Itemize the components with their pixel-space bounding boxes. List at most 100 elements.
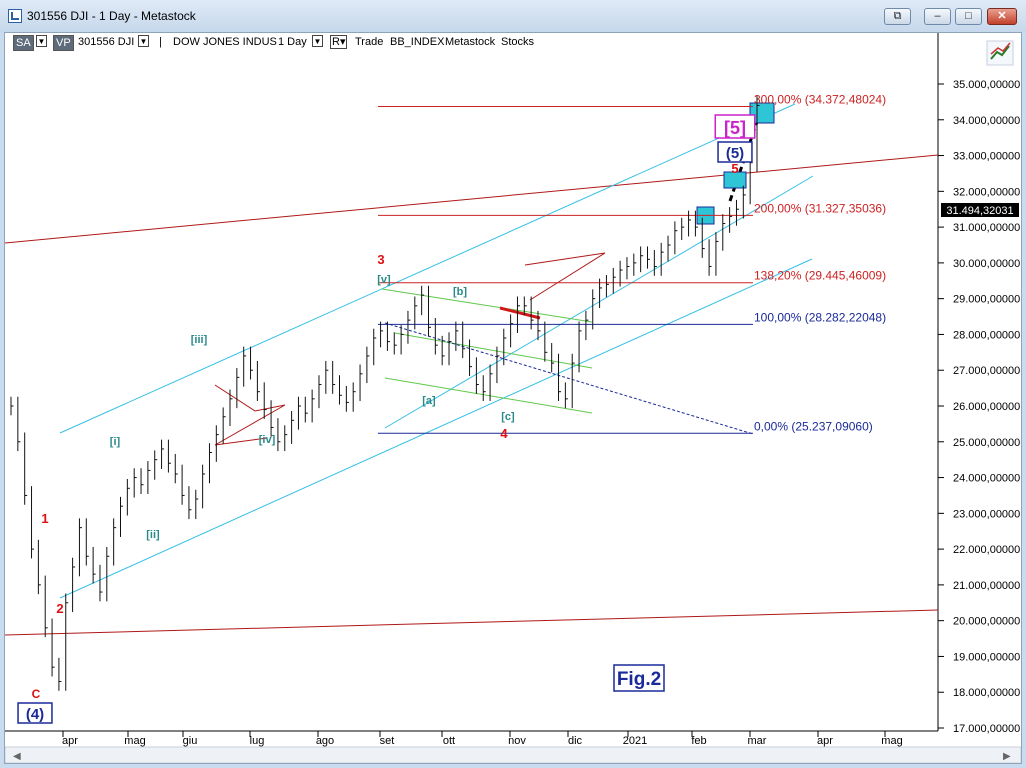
price-bars xyxy=(10,96,760,691)
title-bar: 301556 DJI - 1 Day - Metastock ⧉ – □ ✕ xyxy=(0,0,1026,32)
time-tick-label: mag xyxy=(124,735,145,747)
target-box-3 xyxy=(749,102,775,124)
price-tick-label: 27.000,00000 xyxy=(953,365,1020,377)
wave-label-box xyxy=(17,702,53,724)
vp-button[interactable]: VP xyxy=(53,35,74,51)
current-price-tag: 31.494,32031 xyxy=(941,203,1019,217)
time-tick-label: 2021 xyxy=(623,735,647,747)
time-tick-label: dic xyxy=(568,735,583,747)
time-tick-label: mar xyxy=(748,735,767,747)
price-tick-label: 30.000,00000 xyxy=(953,258,1020,270)
category-label: Stocks xyxy=(501,36,535,48)
price-tick-label: 21.000,00000 xyxy=(953,580,1020,592)
time-tick-label: set xyxy=(380,735,395,747)
wave-label: 4 xyxy=(500,426,508,441)
wave-label: [c] xyxy=(501,411,515,423)
sa-button[interactable]: SA xyxy=(13,35,34,51)
price-tick-label: 18.000,00000 xyxy=(953,687,1020,699)
source-label: Metastock xyxy=(445,36,496,48)
fib-label: 138,20% (29.445,46009) xyxy=(754,269,886,283)
chart-window: SA ▼ VP 301556 DJI ▼ | DOW JONES INDUS 1… xyxy=(4,32,1022,764)
price-tick-label: 34.000,00000 xyxy=(953,115,1020,127)
price-tick-label: 26.000,00000 xyxy=(953,401,1020,413)
trade-button[interactable]: Trade xyxy=(355,36,384,48)
cyan-channel-lower xyxy=(59,258,813,599)
price-tick-label: 24.000,00000 xyxy=(953,473,1020,485)
separator-icon: | xyxy=(159,36,162,48)
fib-label: 300,00% (34.372,48024) xyxy=(754,92,886,106)
wave-label-box xyxy=(714,114,756,139)
symbol-dropdown-icon[interactable]: ▼ xyxy=(138,35,149,47)
price-tick-label: 22.000,00000 xyxy=(953,544,1020,556)
r-dropdown[interactable]: R▾ xyxy=(330,35,348,49)
triangle-b xyxy=(524,252,606,301)
sa-dropdown-icon[interactable]: ▼ xyxy=(36,35,47,47)
time-tick-label: feb xyxy=(691,735,706,747)
wave-label-box xyxy=(717,141,753,163)
price-tick-label: 20.000,00000 xyxy=(953,616,1020,628)
symbol-label: 301556 DJI xyxy=(78,36,135,48)
green-channel-2 xyxy=(394,332,593,369)
wave-label: [iii] xyxy=(191,334,208,346)
green-channel-1 xyxy=(381,288,593,323)
app-icon xyxy=(8,9,22,23)
wave-label: 1 xyxy=(41,511,48,526)
scroll-right-icon[interactable]: ▶ xyxy=(1003,751,1011,762)
figure-label: Fig.2 xyxy=(617,669,661,690)
price-tick-label: 17.000,00000 xyxy=(953,723,1020,735)
red-thick-segment xyxy=(499,306,541,320)
price-tick-label: 31.000,00000 xyxy=(953,222,1020,234)
cyan-channel-middle xyxy=(384,175,814,429)
price-tick-label: 32.000,00000 xyxy=(953,186,1020,198)
period-dropdown-icon[interactable]: ▼ xyxy=(312,35,323,47)
target-box-2 xyxy=(723,171,747,189)
wave-label: C xyxy=(32,687,41,701)
r-label: R xyxy=(332,36,340,48)
price-tick-label: 29.000,00000 xyxy=(953,294,1020,306)
wave-label: [v] xyxy=(377,274,391,286)
figure-label-box: Fig.2 xyxy=(613,664,665,692)
maximize-button[interactable]: □ xyxy=(955,8,982,25)
indicator-label: BB_INDEX xyxy=(390,36,445,48)
wave-label: [ii] xyxy=(146,529,160,541)
red-trendline-lower xyxy=(5,609,939,636)
time-tick-label: lug xyxy=(250,735,265,747)
minimize-button[interactable]: – xyxy=(924,8,951,25)
horizontal-scrollbar[interactable]: ◀ ▶ xyxy=(5,746,1021,763)
wave-label: 2 xyxy=(56,601,63,616)
close-button[interactable]: ✕ xyxy=(987,8,1017,25)
wave-label: 5 xyxy=(731,161,738,176)
wave-label: [b] xyxy=(453,286,467,298)
wave-label: [5] xyxy=(724,118,746,138)
time-tick-label: apr xyxy=(62,735,78,747)
red-trendline-upper xyxy=(5,154,939,244)
time-tick-label: nov xyxy=(508,735,526,747)
time-tick-label: mag xyxy=(881,735,902,747)
price-tick-label: 23.000,00000 xyxy=(953,508,1020,520)
time-tick-label: ago xyxy=(316,735,334,747)
wave-label: (5) xyxy=(726,145,744,162)
period-label: 1 Day xyxy=(278,36,307,48)
blue-dashed-line xyxy=(384,322,754,435)
security-name: DOW JONES INDUS xyxy=(173,36,277,48)
scroll-left-icon[interactable]: ◀ xyxy=(13,751,21,762)
triangle-iv xyxy=(214,384,286,446)
analysis-overlays xyxy=(5,102,939,636)
window-title: 301556 DJI - 1 Day - Metastock xyxy=(27,9,196,23)
price-tick-label: 28.000,00000 xyxy=(953,329,1020,341)
restore-extra-button[interactable]: ⧉ xyxy=(884,8,911,25)
time-tick-label: giu xyxy=(183,735,198,747)
wave-label: (4) xyxy=(26,706,44,723)
time-tick-label: apr xyxy=(817,735,833,747)
time-tick-label: ott xyxy=(443,735,455,747)
wave-label: [iv] xyxy=(259,434,276,446)
line-chart-toggle-icon[interactable] xyxy=(986,40,1014,66)
price-tick-label: 19.000,00000 xyxy=(953,651,1020,663)
chart-toolbar: SA ▼ VP 301556 DJI ▼ | DOW JONES INDUS 1… xyxy=(5,33,1021,51)
green-channel-3 xyxy=(384,377,593,414)
price-tick-label: 35.000,00000 xyxy=(953,79,1020,91)
fib-label: 200,00% (31.327,35036) xyxy=(754,201,886,215)
price-chart[interactable]: 35.000,00000 34.000,00000 33.000,00000 32.0… xyxy=(5,33,1021,763)
price-tick-label: 25.000,00000 xyxy=(953,437,1020,449)
cyan-channel-upper xyxy=(59,103,796,434)
